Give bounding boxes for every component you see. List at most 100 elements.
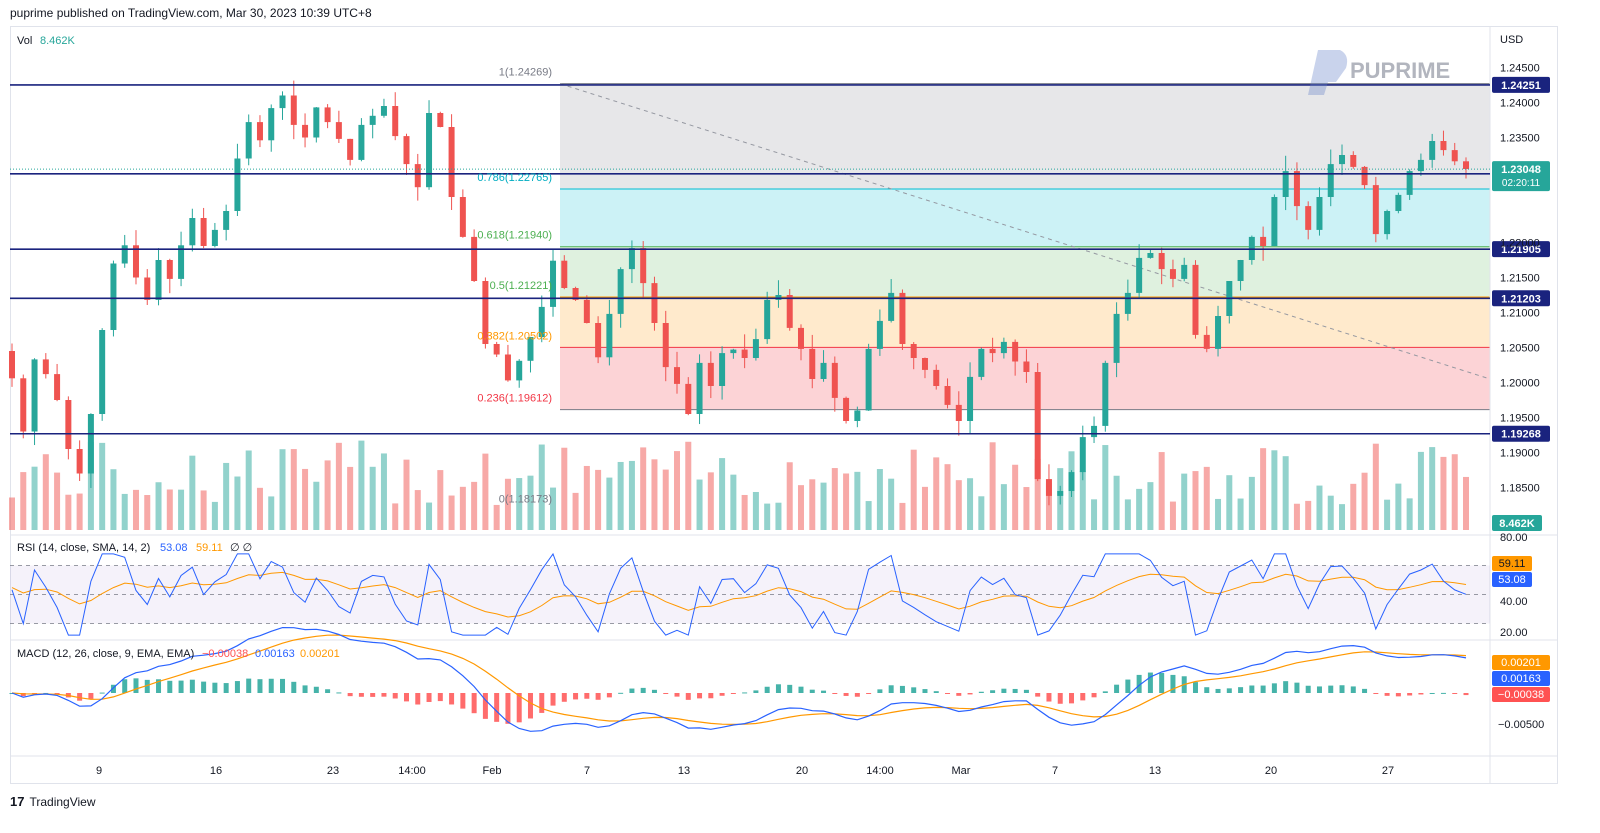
volume-bar: [493, 504, 500, 530]
macd-histogram-bar: [629, 688, 635, 693]
volume-bar: [719, 458, 726, 530]
volume-bar: [358, 440, 365, 530]
level-tag-text: 1.24251: [1501, 80, 1541, 92]
volume-bar: [245, 450, 252, 530]
candle-body: [674, 367, 681, 384]
volume-bar: [189, 455, 196, 530]
candle-body: [1316, 197, 1323, 230]
candle-body: [854, 410, 861, 421]
volume-bar: [1327, 495, 1334, 530]
macd-histogram-bar: [246, 678, 252, 693]
macd-histogram-bar: [1215, 688, 1221, 693]
x-tick: 13: [1149, 765, 1161, 777]
macd-histogram-bar: [1260, 685, 1266, 693]
rsi-tick: 20.00: [1500, 627, 1528, 639]
candle-body: [944, 386, 951, 405]
macd-histogram-bar: [1249, 685, 1255, 693]
volume-bar: [1203, 466, 1210, 530]
volume-bar: [1237, 498, 1244, 530]
candle-body: [1215, 316, 1222, 349]
candle-body: [538, 306, 545, 337]
macd-histogram-bar: [922, 689, 928, 693]
volume-bar: [437, 470, 444, 530]
volume-bar: [31, 466, 38, 530]
x-tick: 27: [1382, 765, 1394, 777]
macd-tag: [1492, 671, 1550, 686]
candle-body: [1384, 211, 1391, 235]
macd-histogram-bar: [1463, 693, 1469, 696]
candle-body: [527, 337, 534, 361]
volume-bar: [1260, 448, 1267, 530]
candle-body: [888, 292, 895, 321]
fib-label: 0.236(1.19612): [477, 393, 552, 405]
candle-body: [1034, 372, 1041, 480]
candle-body: [302, 124, 309, 138]
macd-histogram-bar: [167, 680, 173, 693]
candle-body: [1192, 264, 1199, 335]
volume-bar: [572, 492, 579, 530]
macd-histogram-bar: [911, 687, 917, 693]
candle-body: [87, 414, 94, 474]
macd-histogram-bar: [719, 693, 725, 696]
candle-body: [516, 360, 523, 381]
volume-bar: [809, 479, 816, 530]
candle-body: [426, 113, 433, 188]
candle-body: [110, 263, 117, 330]
macd-histogram-bar: [1429, 692, 1435, 694]
publisher-line: puprime published on TradingView.com, Ma…: [10, 6, 372, 20]
fib-label-1: 1(1.24269): [499, 67, 552, 79]
macd-histogram-bar: [1384, 693, 1390, 696]
macd-signal-tag-text: 0.00201: [1501, 657, 1541, 669]
level-tag-text: 1.21905: [1501, 244, 1541, 256]
macd-histogram-bar: [1069, 693, 1075, 704]
rsi-sma-tag: [1492, 556, 1532, 571]
macd-histogram-bar: [843, 693, 849, 696]
volume-label: Vol: [17, 35, 32, 47]
x-tick: 9: [96, 765, 102, 777]
macd-histogram-bar: [606, 693, 612, 698]
tradingview-logo[interactable]: 17 TradingView: [10, 794, 96, 809]
candle-body: [1045, 479, 1052, 496]
candle-body: [1203, 334, 1210, 349]
fib-label: 0.5(1.21221): [490, 280, 552, 292]
volume-bars: [9, 440, 1469, 530]
candle-body: [1361, 166, 1368, 186]
macd-histogram-bar: [1035, 693, 1041, 697]
price-tick: 1.23500: [1500, 133, 1540, 145]
macd-histogram-bar: [302, 685, 308, 693]
macd-histogram-bar: [775, 684, 781, 693]
level-tag: [1492, 76, 1550, 93]
macd-histogram-bar: [899, 685, 905, 693]
candle-body: [775, 295, 782, 300]
macd-histogram-bar: [550, 693, 556, 706]
macd-histogram-bar: [1125, 679, 1131, 693]
candle-body: [1124, 292, 1131, 314]
volume-bar: [730, 474, 737, 530]
macd-histogram-bar: [1294, 682, 1300, 693]
volume-bar: [42, 454, 49, 530]
candle-body: [572, 288, 579, 300]
candle-body: [414, 164, 421, 188]
macd-histogram-bar: [978, 691, 984, 693]
level-tag: [1492, 241, 1550, 258]
candle-body: [1339, 155, 1346, 165]
candle-body: [279, 95, 286, 109]
candle-body: [752, 339, 759, 358]
macd-pane: MACD (12, 26, close, 9, EMA, EMA) −0.0003…: [9, 626, 1469, 732]
price-tick: 1.21000: [1500, 308, 1540, 320]
rsi-tag: [1492, 572, 1532, 587]
macd-histogram-bar: [1339, 685, 1345, 693]
candle-body: [1327, 164, 1334, 197]
x-tick: 7: [1052, 765, 1058, 777]
candle-body: [1023, 361, 1030, 372]
macd-histogram-bar: [20, 693, 26, 697]
macd-histogram-bar: [798, 686, 804, 693]
volume-bar: [876, 469, 883, 530]
macd-signal-value: 0.00201: [300, 648, 340, 660]
volume-bar: [1440, 456, 1447, 530]
candle-body: [1417, 159, 1424, 172]
rsi-sma-tag-text: 59.11: [1499, 558, 1526, 570]
fib-zone: [560, 188, 1490, 247]
candle-body: [1091, 425, 1098, 438]
